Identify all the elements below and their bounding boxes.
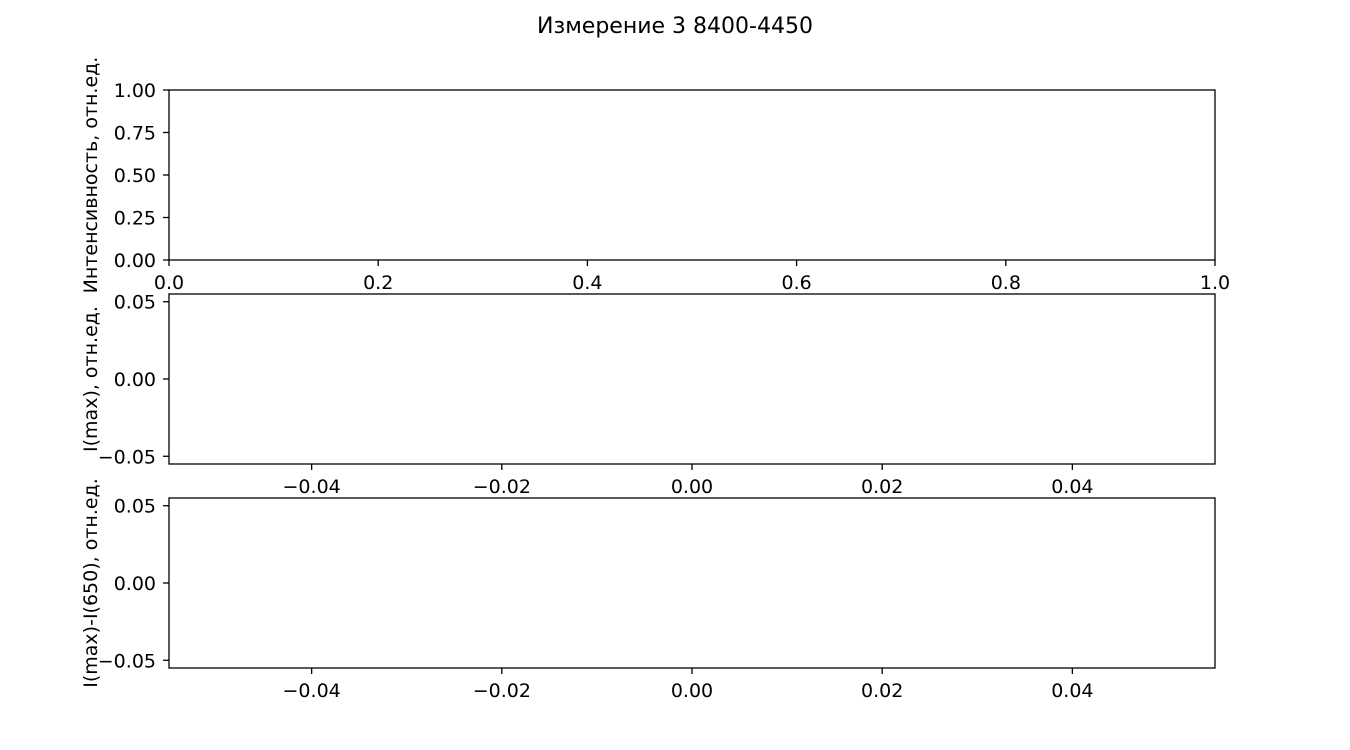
y-tick-label: −0.05 — [98, 446, 156, 468]
y-tick-label: −0.05 — [98, 650, 156, 672]
x-tick-label: 0.2 — [363, 272, 393, 294]
y-tick-label: 0.50 — [114, 165, 156, 187]
y-tick-label: 0.00 — [114, 369, 156, 391]
x-tick-label: 0.0 — [154, 272, 184, 294]
y-tick-label: 0.75 — [114, 123, 156, 145]
y-tick-label: 0.00 — [114, 573, 156, 595]
x-tick-label: 0.8 — [991, 272, 1021, 294]
y-tick-label: 0.05 — [114, 496, 156, 518]
x-tick-label: 0.00 — [671, 476, 713, 498]
y-axis-label: I(max), отн.ед. — [80, 306, 102, 452]
x-tick-label: 0.4 — [572, 272, 602, 294]
y-tick-label: 0.00 — [114, 250, 156, 272]
subplots-container: 0.0 0.2 0.4 0.6 0.8 1.0 0.00 0.25 0.50 0.75 1.00 Ин… — [80, 57, 1230, 702]
x-tick-label: 0.04 — [1051, 476, 1093, 498]
x-tick-label: 0.04 — [1051, 680, 1093, 702]
y-tick-label: 1.00 — [114, 80, 156, 102]
subplot-2: −0.04 −0.02 0.00 0.02 0.04 −0.05 0.00 0.05 I(max… — [80, 292, 1216, 498]
x-tick-label: 0.6 — [781, 272, 811, 294]
figure-title: Измерение 3 8400-4450 — [537, 14, 813, 39]
y-axis-label: I(max)-I(650), отн.ед. — [80, 478, 102, 687]
axes-frame — [168, 497, 1216, 669]
axes-frame — [168, 293, 1216, 465]
x-tick-label: −0.02 — [473, 680, 531, 702]
x-tick-label: −0.02 — [473, 476, 531, 498]
x-tick-label: −0.04 — [283, 680, 341, 702]
x-tick-label: 0.02 — [861, 476, 903, 498]
axes-frame — [168, 89, 1216, 261]
x-tick-label: 1.0 — [1200, 272, 1230, 294]
x-tick-label: 0.02 — [861, 680, 903, 702]
x-tick-label: −0.04 — [283, 476, 341, 498]
y-tick-label: 0.05 — [114, 292, 156, 314]
subplot-3: −0.04 −0.02 0.00 0.02 0.04 −0.05 0.00 0.05 I(max… — [80, 478, 1216, 702]
y-axis-label: Интенсивность, отн.ед. — [80, 57, 102, 294]
y-tick-label: 0.25 — [114, 208, 156, 230]
x-tick-label: 0.00 — [671, 680, 713, 702]
subplot-1: 0.0 0.2 0.4 0.6 0.8 1.0 0.00 0.25 0.50 0.75 1.00 Ин… — [80, 57, 1230, 294]
